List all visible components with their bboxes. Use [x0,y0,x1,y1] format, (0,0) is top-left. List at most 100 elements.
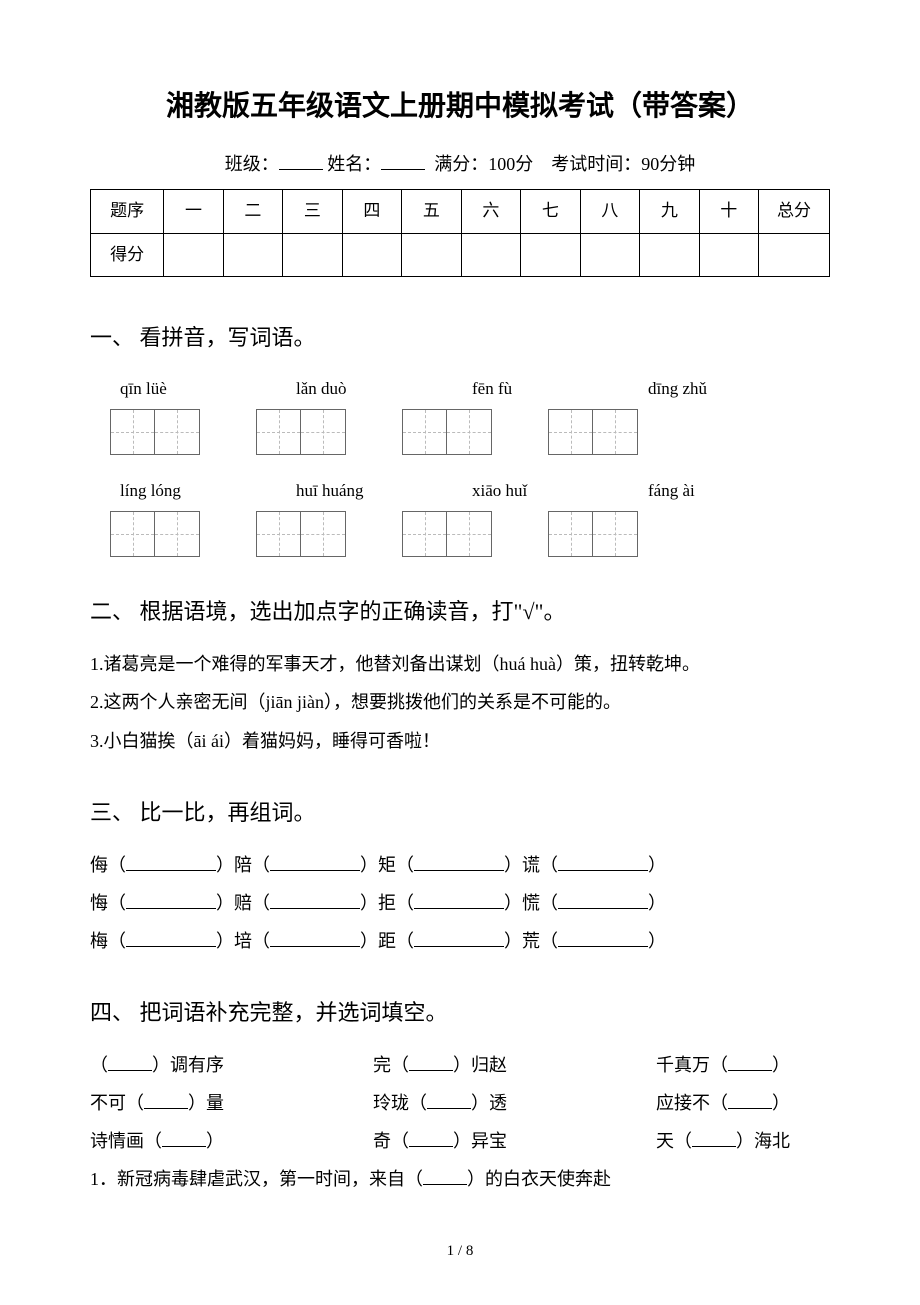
pinyin-label: lǎn duò [296,373,416,405]
fill-blank[interactable] [558,891,648,909]
tian-box[interactable] [110,409,200,455]
table-row: 得分 [91,233,830,276]
fill-blank[interactable] [144,1091,188,1109]
pinyin-row: líng lóng huī huáng xiāo huǐ fáng ài [120,475,830,507]
idiom-row: （）调有序 完（）归赵 千真万（） [90,1048,830,1082]
tian-box[interactable] [402,409,492,455]
idiom-row: 诗情画（） 奇（）异宝 天（）海北 [90,1124,830,1158]
compare-row: 侮（）陪（）矩（）谎（） [90,848,830,882]
char: 悔 [90,893,108,913]
fill-blank[interactable] [728,1091,772,1109]
meta-line: 班级： 姓名： 满分：100分 考试时间：90分钟 [90,147,830,181]
score-cell[interactable] [640,233,699,276]
col-header: 三 [283,190,342,233]
col-header: 五 [402,190,461,233]
col-header: 七 [521,190,580,233]
fill-blank[interactable] [423,1167,467,1185]
pinyin-label: fáng ài [648,475,768,507]
col-header: 二 [223,190,282,233]
tian-box[interactable] [548,409,638,455]
col-total: 总分 [759,190,830,233]
score-cell[interactable] [521,233,580,276]
fill-blank[interactable] [414,891,504,909]
score-table: 题序 一 二 三 四 五 六 七 八 九 十 总分 得分 [90,189,830,277]
tian-box[interactable] [256,409,346,455]
col-header: 十 [699,190,758,233]
page-number: 1 / 8 [90,1237,830,1266]
idiom-item: 天（）海北 [656,1124,790,1158]
fill-blank[interactable] [414,929,504,947]
tian-row [110,409,830,455]
section-4-heading: 四、 把词语补充完整，并选词填空。 [90,992,830,1034]
fill-blank[interactable] [126,929,216,947]
char: 慌 [522,893,540,913]
col-header: 六 [461,190,520,233]
char: 拒 [378,893,396,913]
fill-blank[interactable] [728,1053,772,1071]
full-score: 满分：100分 [434,154,533,174]
tian-box[interactable] [110,511,200,557]
score-cell[interactable] [223,233,282,276]
fill-blank[interactable] [427,1091,471,1109]
fill-blank[interactable] [558,929,648,947]
fill-blank[interactable] [409,1053,453,1071]
col-header: 一 [164,190,223,233]
idiom-item: 完（）归赵 [373,1048,507,1082]
char: 陪 [234,855,252,875]
fill-blank[interactable] [558,853,648,871]
compare-row: 梅（）培（）距（）荒（） [90,924,830,958]
question-line: 1.诸葛亮是一个难得的军事天才，他替刘备出谋划（huá huà）策，扭转乾坤。 [90,647,830,681]
idiom-row: 不可（）量 玲珑（）透 应接不（） [90,1086,830,1120]
score-cell[interactable] [164,233,223,276]
char: 侮 [90,855,108,875]
section-1-heading: 一、 看拼音，写词语。 [90,317,830,359]
fill-blank[interactable] [108,1053,152,1071]
row-label: 题序 [91,190,164,233]
fill-blank[interactable] [126,891,216,909]
tian-row [110,511,830,557]
name-label: 姓名： [327,154,381,174]
char: 荒 [522,931,540,951]
pinyin-row: qīn lüè lǎn duò fēn fù dīng zhǔ [120,373,830,405]
fill-blank[interactable] [409,1129,453,1147]
fill-blank[interactable] [414,853,504,871]
table-row: 题序 一 二 三 四 五 六 七 八 九 十 总分 [91,190,830,233]
tian-box[interactable] [402,511,492,557]
tian-box[interactable] [256,511,346,557]
idiom-item: 奇（）异宝 [373,1124,507,1158]
score-cell[interactable] [759,233,830,276]
exam-time: 考试时间：90分钟 [551,154,695,174]
row-label: 得分 [91,233,164,276]
fill-blank[interactable] [270,891,360,909]
score-cell[interactable] [699,233,758,276]
q-text: ）的白衣天使奔赴 [467,1169,611,1189]
score-cell[interactable] [580,233,639,276]
char: 距 [378,931,396,951]
score-cell[interactable] [402,233,461,276]
idiom-item: 不可（）量 [90,1086,224,1120]
name-blank[interactable] [381,150,425,170]
idiom-item: 诗情画（） [90,1124,224,1158]
char: 培 [234,931,252,951]
score-cell[interactable] [283,233,342,276]
char: 矩 [378,855,396,875]
question-line: 1．新冠病毒肆虐武汉，第一时间，来自（）的白衣天使奔赴 [90,1162,830,1196]
score-cell[interactable] [342,233,401,276]
fill-blank[interactable] [692,1129,736,1147]
page-title: 湘教版五年级语文上册期中模拟考试（带答案） [90,80,830,133]
col-header: 九 [640,190,699,233]
pinyin-label: qīn lüè [120,373,240,405]
idiom-item: 应接不（） [656,1086,790,1120]
fill-blank[interactable] [126,853,216,871]
char: 谎 [522,855,540,875]
score-cell[interactable] [461,233,520,276]
col-header: 八 [580,190,639,233]
class-blank[interactable] [279,150,323,170]
pinyin-label: huī huáng [296,475,416,507]
section-2-heading: 二、 根据语境，选出加点字的正确读音，打"√"。 [90,591,830,633]
fill-blank[interactable] [270,853,360,871]
pinyin-label: fēn fù [472,373,592,405]
tian-box[interactable] [548,511,638,557]
fill-blank[interactable] [162,1129,206,1147]
fill-blank[interactable] [270,929,360,947]
